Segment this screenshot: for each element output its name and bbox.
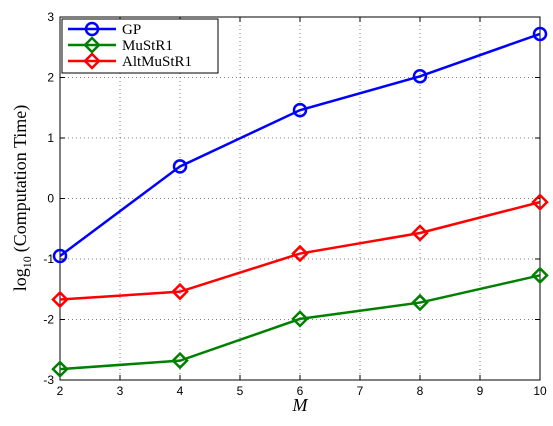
x-tick-label: 2 xyxy=(57,384,64,398)
x-tick-label: 9 xyxy=(477,384,484,398)
y-label-sub: 10 xyxy=(20,256,34,268)
y-tick-label: 1 xyxy=(47,131,54,145)
marker xyxy=(291,244,309,263)
marker xyxy=(411,293,429,312)
marker xyxy=(51,290,69,309)
marker xyxy=(411,224,429,242)
marker xyxy=(291,310,309,328)
y-tick-label: -2 xyxy=(43,313,54,327)
y-tick-label: -1 xyxy=(43,252,54,266)
x-tick-label: 8 xyxy=(417,384,424,398)
legend-label: MuStR1 xyxy=(122,38,173,54)
marker xyxy=(171,351,189,370)
legend-label: GP xyxy=(122,22,141,38)
x-axis-label: M xyxy=(292,395,309,415)
y-tick-label: -3 xyxy=(43,373,54,387)
x-tick-label: 7 xyxy=(357,384,364,398)
marker xyxy=(171,282,189,301)
x-tick-label: 5 xyxy=(237,384,244,398)
series-line xyxy=(59,274,541,371)
y-tick-label: 2 xyxy=(47,71,54,85)
marker xyxy=(172,159,188,174)
x-tick-label: 6 xyxy=(297,384,304,398)
plot-frame xyxy=(59,16,541,381)
x-tick-label: 10 xyxy=(533,384,547,398)
marker xyxy=(83,52,101,70)
x-tick-label: 3 xyxy=(117,384,124,398)
legend-label: AltMuStR1 xyxy=(122,54,192,70)
marker xyxy=(83,36,101,54)
y-tick-label: 0 xyxy=(47,192,54,206)
marker xyxy=(51,360,69,378)
marker xyxy=(532,26,548,42)
marker xyxy=(412,69,428,84)
marker xyxy=(531,193,549,211)
marker xyxy=(84,21,100,37)
x-tick-label: 4 xyxy=(177,384,184,398)
marker xyxy=(292,102,308,118)
series-line xyxy=(59,32,541,257)
y-label-base: log xyxy=(10,268,30,291)
y-axis-label: log10 (Computation Time) xyxy=(10,105,34,292)
y-label-text: (Computation Time) xyxy=(10,105,31,253)
marker xyxy=(531,266,549,285)
y-tick-label: 3 xyxy=(47,10,54,24)
series-line xyxy=(59,200,541,301)
marker xyxy=(52,248,68,264)
